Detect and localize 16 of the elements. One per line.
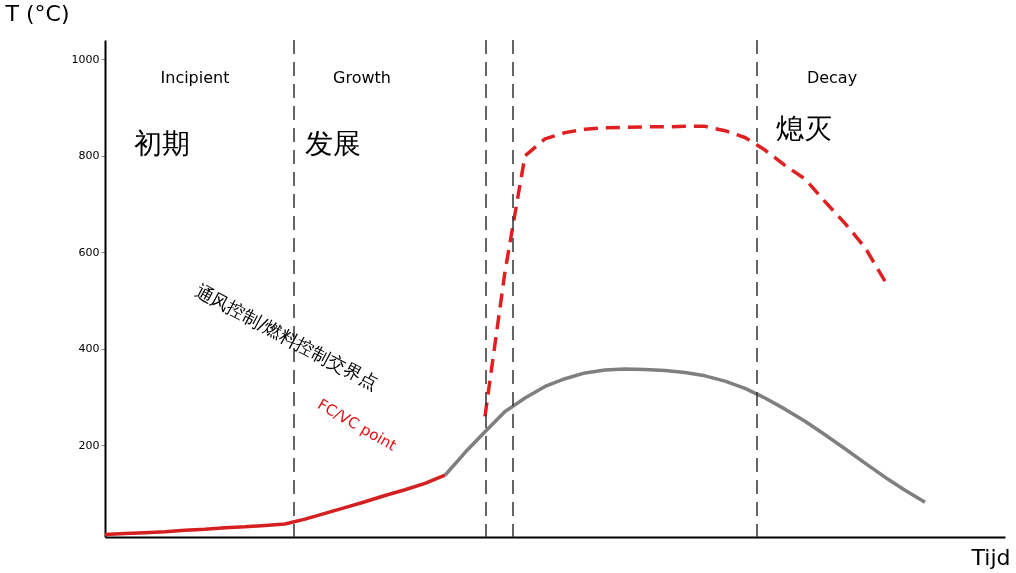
- x-axis-title: Tijd: [970, 544, 1011, 570]
- y-tick-label: 200: [78, 438, 100, 452]
- y-tick-label: 600: [78, 245, 100, 259]
- annotation: Decay: [806, 68, 858, 87]
- annotation: 发展: [305, 127, 361, 160]
- annotation: Growth: [333, 68, 391, 87]
- y-tick-label: 1000: [71, 52, 100, 66]
- annotation: Incipient: [160, 68, 230, 87]
- annotation: 初期: [134, 127, 190, 160]
- line-series: [443, 367, 927, 505]
- y-tick-label: 400: [78, 342, 100, 356]
- y-tick-label: 800: [78, 149, 100, 163]
- annotation: 熄灭: [776, 112, 832, 145]
- y-axis-title: T (°C): [4, 0, 70, 26]
- line-series: [103, 473, 447, 537]
- annotation: 通风控制/燃料控制交界点: [191, 279, 382, 394]
